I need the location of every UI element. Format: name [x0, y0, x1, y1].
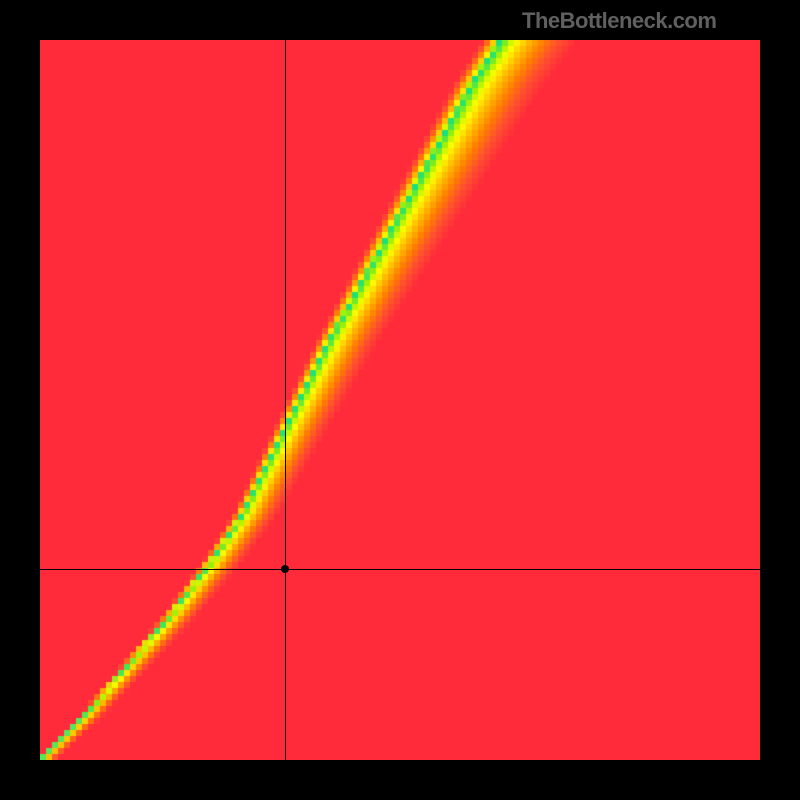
chart-frame: TheBottleneck.com	[0, 0, 800, 800]
plot-area	[40, 40, 760, 760]
watermark-text: TheBottleneck.com	[522, 8, 716, 34]
crosshair-marker	[281, 565, 289, 573]
crosshair-vertical	[285, 40, 286, 760]
heatmap-canvas	[40, 40, 760, 760]
crosshair-horizontal	[40, 569, 760, 570]
